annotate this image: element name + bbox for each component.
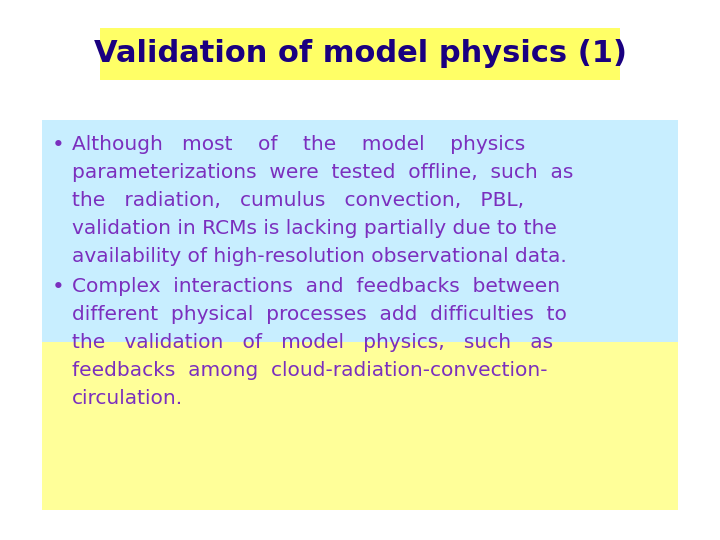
Text: the   radiation,   cumulus   convection,   PBL,: the radiation, cumulus convection, PBL, [72, 191, 524, 210]
Text: validation in RCMs is lacking partially due to the: validation in RCMs is lacking partially … [72, 219, 557, 238]
Text: Complex  interactions  and  feedbacks  between: Complex interactions and feedbacks betwe… [72, 277, 560, 296]
FancyBboxPatch shape [100, 28, 620, 80]
FancyBboxPatch shape [42, 342, 678, 510]
Text: parameterizations  were  tested  offline,  such  as: parameterizations were tested offline, s… [72, 163, 573, 182]
FancyBboxPatch shape [42, 120, 678, 345]
Text: different  physical  processes  add  difficulties  to: different physical processes add difficu… [72, 305, 567, 324]
Text: •: • [52, 135, 65, 155]
Text: feedbacks  among  cloud-radiation-convection-: feedbacks among cloud-radiation-convecti… [72, 361, 547, 380]
Text: circulation.: circulation. [72, 389, 183, 408]
Text: availability of high-resolution observational data.: availability of high-resolution observat… [72, 247, 567, 266]
Text: Validation of model physics (1): Validation of model physics (1) [94, 39, 626, 69]
Text: •: • [52, 277, 65, 297]
Text: the   validation   of   model   physics,   such   as: the validation of model physics, such as [72, 333, 553, 352]
Text: Although   most    of    the    model    physics: Although most of the model physics [72, 135, 526, 154]
